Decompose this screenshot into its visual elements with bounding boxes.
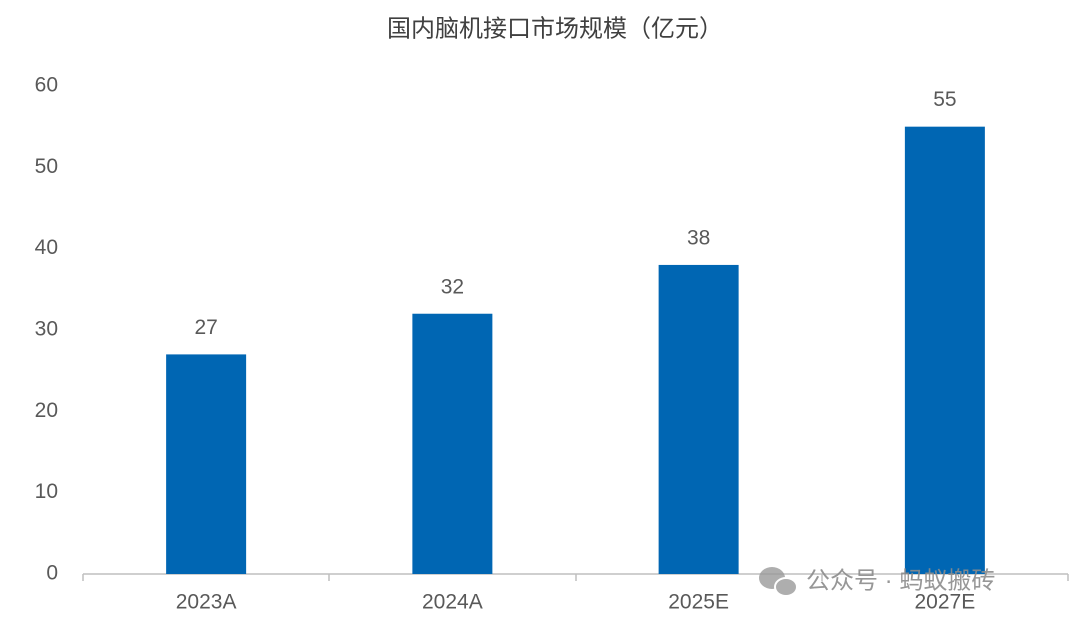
y-tick-label: 10	[35, 480, 58, 503]
wechat-icon	[759, 567, 798, 597]
value-label: 32	[441, 275, 464, 298]
x-axis-ticks	[82, 574, 1069, 581]
y-tick-label: 0	[46, 562, 58, 585]
y-tick-label: 30	[35, 318, 58, 341]
bar	[412, 313, 493, 574]
value-label: 27	[194, 316, 217, 339]
value-label: 38	[687, 226, 710, 249]
x-tick-label: 2027E	[915, 591, 976, 614]
bar	[166, 354, 247, 574]
chart-title: 国内脑机接口市场规模（亿元）	[387, 15, 723, 42]
x-tick-label: 2025E	[668, 591, 729, 614]
value-label: 55	[933, 88, 956, 111]
y-tick-label: 40	[35, 236, 58, 259]
y-tick-label: 20	[35, 399, 58, 422]
y-tick-label: 50	[35, 155, 58, 178]
bar	[904, 126, 985, 575]
x-tick-label: 2024A	[422, 591, 483, 614]
x-tick-label: 2023A	[176, 591, 237, 614]
watermark: 公众号 · 蚂蚁搬砖	[806, 567, 995, 594]
bar	[658, 264, 739, 574]
y-tick-label: 60	[35, 74, 58, 97]
